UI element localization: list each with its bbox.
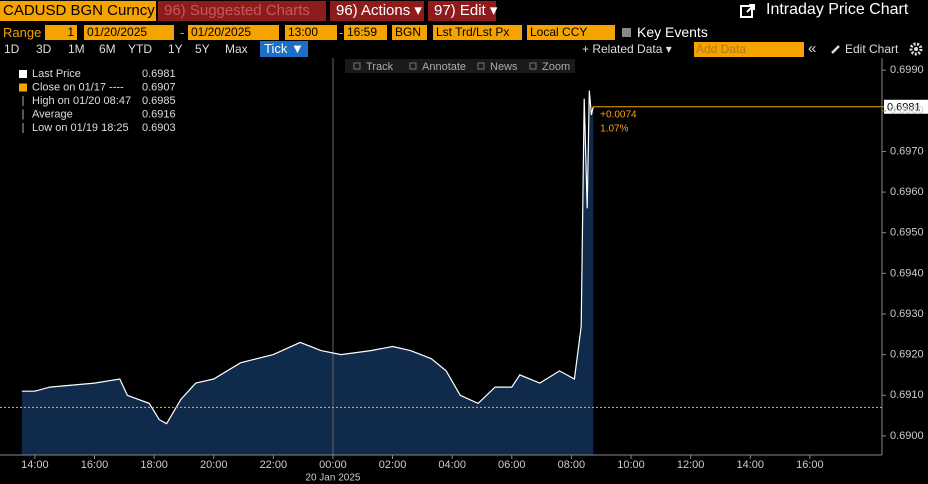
x-tick-label: 08:00	[558, 459, 586, 471]
key-events-checkbox[interactable]	[622, 28, 631, 37]
window-title: Intraday Price Chart	[766, 1, 909, 18]
x-tick-label: 18:00	[140, 459, 168, 471]
legend-swatch	[19, 70, 27, 78]
x-tick-label: 04:00	[438, 459, 466, 471]
start-date[interactable]: 01/20/2025	[84, 25, 174, 40]
y-tick-label: 0.6940	[890, 267, 924, 279]
x-tick-label: 20:00	[200, 459, 228, 471]
suggested-charts[interactable]: 96) Suggested Charts	[158, 1, 326, 21]
last-price-tag-bg	[884, 99, 928, 114]
edit-icon	[831, 45, 840, 54]
settings-icon[interactable]	[909, 42, 923, 56]
legend-value: 0.6907	[142, 81, 176, 93]
collapse-button[interactable]: «	[808, 40, 817, 57]
legend-value: 0.6981	[142, 68, 176, 80]
period-button[interactable]: Max	[225, 42, 248, 56]
tool-icon	[529, 62, 537, 70]
tick-selector[interactable]: Tick ▼	[260, 41, 308, 57]
chart-tool[interactable]: News	[490, 61, 518, 73]
price-field[interactable]: Lst Trd/Lst Px	[433, 25, 522, 40]
x-tick-label: 16:00	[81, 459, 109, 471]
y-tick-label: 0.6950	[890, 227, 924, 239]
period-button[interactable]: 1Y	[168, 42, 183, 56]
chart-tools-bg	[345, 59, 575, 73]
tool-icon	[477, 62, 485, 70]
legend-label: High on 01/20 08:47	[32, 95, 131, 107]
range-label: Range	[3, 25, 42, 40]
period-button[interactable]: 1M	[68, 42, 85, 56]
price-chart: 0.6981 +0.0074 1.07% 0.6900 0.6910 0.6920 0.69…	[0, 58, 928, 484]
x-tick-label: 14:00	[21, 459, 49, 471]
y-tick-label: 0.6930	[890, 308, 924, 320]
date-dash: -	[180, 25, 185, 40]
x-tick-label: 14:00	[736, 459, 764, 471]
chart-tool[interactable]: Zoom	[542, 61, 570, 73]
add-data-input[interactable]: Add Data	[694, 42, 804, 57]
y-tick-label: 0.6960	[890, 186, 924, 198]
x-tick-label: 10:00	[617, 459, 645, 471]
x-tick-label: 06:00	[498, 459, 526, 471]
tool-icon	[409, 62, 417, 70]
period-button[interactable]: 3D	[36, 42, 52, 56]
related-data[interactable]: + Related Data ▾	[582, 42, 672, 56]
price-area	[21, 90, 594, 455]
tool-icon	[353, 62, 361, 70]
x-axis-label: 20 Jan 2025	[305, 473, 360, 484]
source-field[interactable]: BGN	[392, 25, 427, 40]
y-tick-label: 0.6910	[890, 389, 924, 401]
y-tick-label: 0.6900	[890, 430, 924, 442]
change-pct-label: 1.07%	[600, 123, 628, 134]
time-dash: -	[339, 25, 344, 40]
legend-label: Low on 01/19 18:25	[32, 122, 129, 134]
edit-menu[interactable]: 97) Edit ▾	[428, 1, 497, 21]
legend-value: 0.6916	[142, 108, 176, 120]
y-tick-label: 0.6990	[890, 64, 924, 76]
x-tick-label: 22:00	[260, 459, 288, 471]
legend-label: Close on 01/17 ----	[32, 81, 124, 93]
legend-value: 0.6985	[142, 95, 176, 107]
y-tick-label: 0.6980	[890, 105, 924, 117]
popout-icon[interactable]	[740, 3, 756, 19]
currency-field[interactable]: Local CCY	[527, 25, 615, 40]
x-tick-label: 02:00	[379, 459, 407, 471]
period-button[interactable]: YTD	[128, 42, 152, 56]
chart-tool[interactable]: Track	[366, 61, 394, 73]
x-tick-label: 00:00	[319, 459, 347, 471]
y-tick-label: 0.6970	[890, 145, 924, 157]
change-label: +0.0074	[600, 109, 637, 120]
legend-value: 0.6903	[142, 122, 176, 134]
end-time[interactable]: 16:59	[344, 25, 387, 40]
price-line	[21, 90, 594, 425]
period-button[interactable]: 5Y	[195, 42, 210, 56]
edit-chart-button[interactable]: Edit Chart	[845, 42, 899, 56]
range-period[interactable]: 1	[45, 25, 77, 40]
legend-label: Average	[32, 108, 73, 120]
x-tick-label: 16:00	[796, 459, 824, 471]
y-tick-label: 0.6920	[890, 349, 924, 361]
period-button[interactable]: 1D	[4, 42, 20, 56]
start-time[interactable]: 13:00	[285, 25, 337, 40]
x-tick-label: 12:00	[677, 459, 705, 471]
last-price-tag: 0.6981	[887, 102, 921, 114]
actions-menu[interactable]: 96) Actions ▾	[330, 1, 424, 21]
legend-label: Last Price	[32, 68, 81, 80]
period-button[interactable]: 6M	[99, 42, 116, 56]
chart-tool[interactable]: Annotate	[422, 61, 466, 73]
end-date[interactable]: 01/20/2025	[188, 25, 279, 40]
security-input[interactable]: CADUSD BGN Curncy	[0, 1, 156, 21]
key-events-label: Key Events	[637, 24, 708, 40]
legend-swatch	[19, 83, 27, 92]
